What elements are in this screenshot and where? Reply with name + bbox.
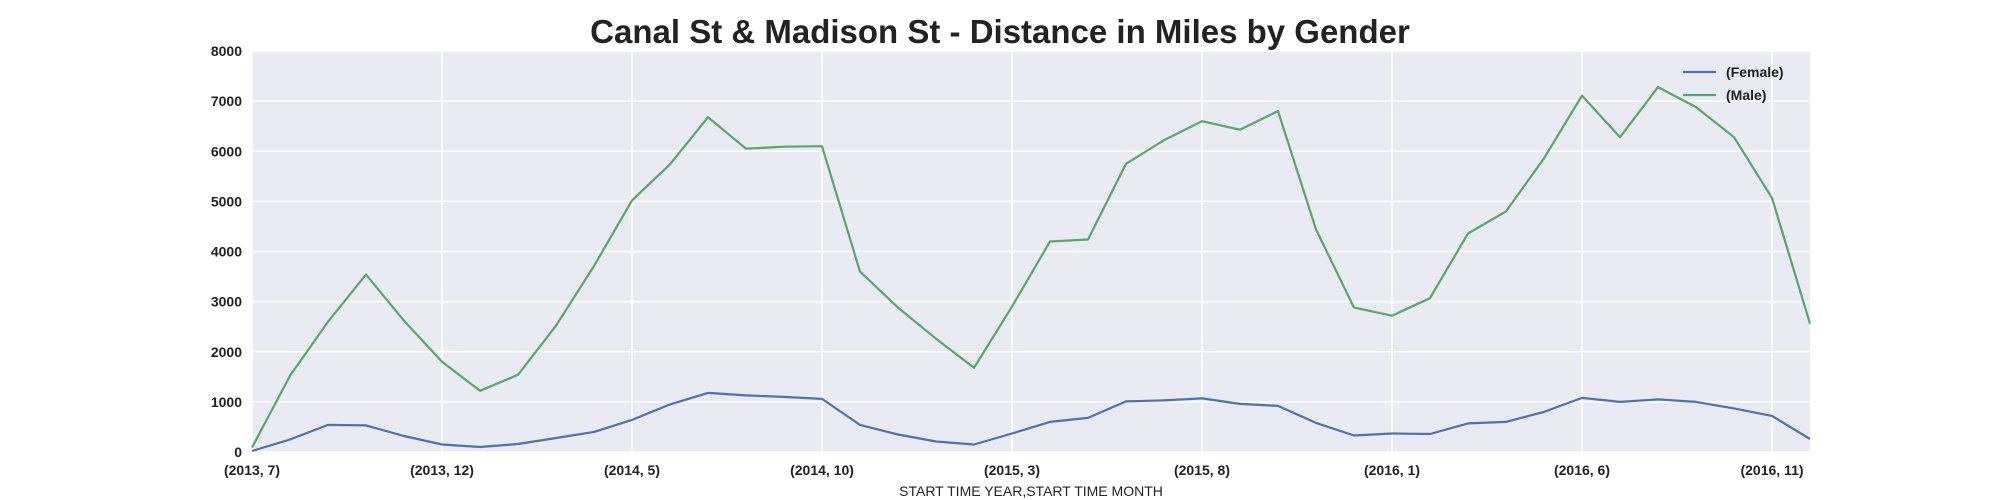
y-tick-label: 4000 [211,244,242,260]
chart-title: Canal St & Madison St - Distance in Mile… [590,13,1410,50]
series-lines [251,85,1812,453]
x-tick-label: (2014, 5) [604,462,660,478]
x-axis-ticks: (2013, 7) (2013, 12) (2014, 5) (2014, 10) (2… [224,462,1804,478]
legend-label: (Female) [1726,64,1784,80]
y-tick-label: 8000 [211,43,242,59]
y-tick-label: 3000 [211,294,242,310]
y-tick-label: 6000 [211,143,242,159]
x-tick-label: (2016, 11) [1740,462,1803,478]
x-tick-label: (2016, 6) [1554,462,1610,478]
y-tick-label: 0 [234,444,242,460]
x-axis-label: START TIME YEAR,START TIME MONTH [899,483,1163,499]
y-tick-label: 2000 [211,344,242,360]
legend: (Female) (Male) [1683,64,1784,103]
y-axis-ticks: 0 1000 2000 3000 4000 5000 6000 7000 8000 [211,43,242,460]
legend-label: (Male) [1726,87,1766,103]
x-tick-label: (2013, 12) [410,462,474,478]
x-tick-label: (2016, 1) [1364,462,1420,478]
series-line-1 [251,85,1812,449]
y-tick-label: 7000 [211,93,242,109]
x-tick-label: (2015, 8) [1174,462,1230,478]
y-tick-label: 1000 [211,394,242,410]
y-tick-label: 5000 [211,193,242,209]
x-tick-label: (2015, 3) [984,462,1040,478]
series-line-0 [251,391,1811,453]
x-tick-label: (2013, 7) [224,462,280,478]
grid-lines [251,50,1810,453]
x-tick-label: (2014, 10) [790,462,854,478]
